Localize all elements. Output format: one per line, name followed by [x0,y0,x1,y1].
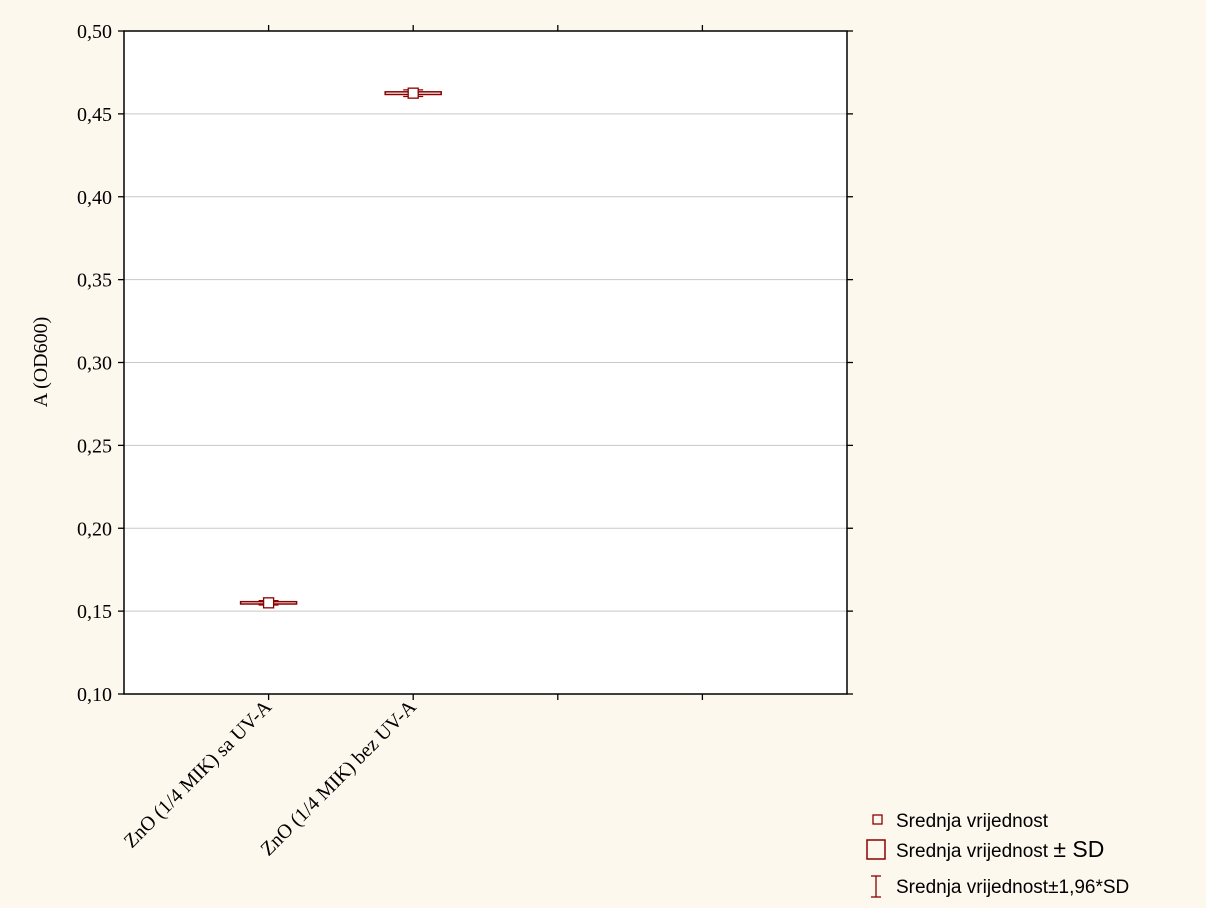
y-tick-labels: 0,10 0,15 0,20 0,25 0,30 0,35 0,40 0,45 0,50 [77,21,112,706]
y-tick-label: 0,20 [77,518,112,540]
legend-sd-symbol [866,839,886,860]
legend-ci-label: Srednja vrijednost±1,96*SD [896,877,1129,898]
y-tick-label: 0,50 [77,21,112,43]
y-tick-label: 0,40 [77,187,112,209]
mean-marker [407,87,419,99]
x-tick-label: ZnO (1/4 MIK) sa UV-A [120,696,277,853]
legend-item-mean: Srednja vrijednost [872,811,1049,832]
legend-item-sd: Srednja vrijednost ± SD [866,836,1104,862]
y-tick-label: 0,10 [77,684,112,706]
y-tick-label: 0,45 [77,104,112,126]
y-tick-label: 0,35 [77,270,112,292]
mean-marker [262,597,275,609]
legend-sd-label: Srednja vrijednost ± SD [896,836,1104,862]
legend-mean-symbol [872,814,883,825]
axis-ticks [118,25,853,700]
legend-ci-symbol [871,875,881,898]
y-axis-title: A (OD600) [30,317,52,408]
grid-lines [124,113,847,612]
legend: Srednja vrijednost Srednja vrijednost ± … [866,811,1129,898]
y-tick-label: 0,30 [77,353,112,375]
legend-item-ci: Srednja vrijednost±1,96*SD [871,875,1129,898]
data-marks [239,87,442,609]
legend-mean-label: Srednja vrijednost [896,811,1049,832]
x-tick-label: ZnO (1/4 MIK) bez UV-A [256,696,421,861]
box-mark [239,597,298,609]
box-mark [384,87,442,99]
y-tick-label: 0,25 [77,435,112,457]
y-tick-label: 0,15 [77,601,112,623]
